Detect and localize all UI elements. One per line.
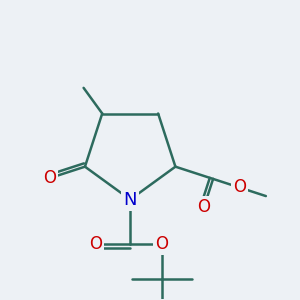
Text: O: O	[155, 235, 168, 253]
Text: O: O	[43, 169, 56, 187]
Text: O: O	[197, 198, 210, 216]
Text: N: N	[123, 190, 137, 208]
Text: O: O	[233, 178, 246, 196]
Text: O: O	[89, 235, 102, 253]
